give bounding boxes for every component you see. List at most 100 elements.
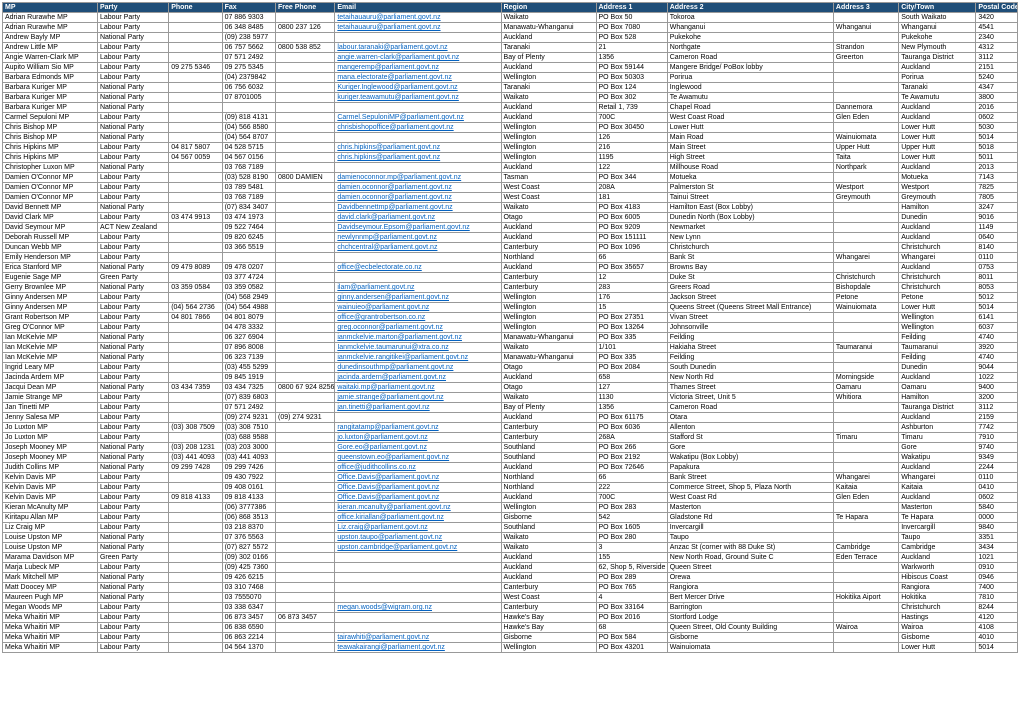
- cell: Kiritapu Allan MP: [3, 513, 98, 523]
- email-link[interactable]: kuriger.teawamutu@parliament.govt.nz: [337, 94, 459, 101]
- email-link[interactable]: Kuriger.Inglewood@parliament.govt.nz: [337, 84, 457, 91]
- cell: (03) 308 7509: [169, 423, 222, 433]
- email-link[interactable]: Davidseymour.Epsom@parliament.govt.nz: [337, 224, 469, 231]
- email-link[interactable]: jo.luxton@parliament.govt.nz: [337, 434, 427, 441]
- email-link[interactable]: damien.oconnor@parliament.govt.nz: [337, 194, 452, 201]
- email-link[interactable]: Ianmckelvie.taumarunui@xtra.co.nz: [337, 344, 448, 351]
- email-link[interactable]: teawakairangi@parliament.govt.nz: [337, 644, 445, 651]
- column-header: City/Town: [899, 3, 976, 13]
- table-row: Chris Hipkins MPLabour Party04 567 00590…: [3, 153, 1018, 163]
- cell: Main Street: [667, 143, 833, 153]
- cell: Auckland: [501, 263, 596, 273]
- table-row: Mark Mitchell MPNational Party09 426 621…: [3, 573, 1018, 583]
- table-row: Gerry Brownlee MPNational Party03 359 05…: [3, 283, 1018, 293]
- email-link[interactable]: ianmckelvie.rangitikei@parliament.govt.n…: [337, 354, 468, 361]
- cell: PO Box 7080: [596, 23, 667, 33]
- cell: Motueka: [667, 173, 833, 183]
- email-link[interactable]: tairawhiti@parliament.govt.nz: [337, 634, 429, 641]
- email-link[interactable]: ianmckelvie.marton@parliament.govt.nz: [337, 334, 462, 341]
- cell: 176: [596, 293, 667, 303]
- cell: PO Box 2016: [596, 613, 667, 623]
- email-link[interactable]: greg.oconnor@parliament.govt.nz: [337, 324, 443, 331]
- email-link[interactable]: mana.electorate@parliament.govt.nz: [337, 74, 452, 81]
- cell: 1356: [596, 403, 667, 413]
- email-link[interactable]: Office.Davis@parliament.govt.nz: [337, 494, 439, 501]
- email-link[interactable]: angie.warren-clark@parliament.govt.nz: [337, 54, 459, 61]
- email-link[interactable]: damien.oconnor@parliament.govt.nz: [337, 184, 452, 191]
- cell: Lower Hutt: [899, 153, 976, 163]
- cell: kuriger.teawamutu@parliament.govt.nz: [335, 93, 501, 103]
- email-link[interactable]: jan.tinetti@parliament.govt.nz: [337, 404, 429, 411]
- cell: Labour Party: [97, 393, 168, 403]
- email-link[interactable]: megan.woods@wigram.org.nz: [337, 604, 432, 611]
- cell: [833, 93, 898, 103]
- email-link[interactable]: dunedinsouthmp@parliament.govt.nz: [337, 364, 453, 371]
- cell: Gerry Brownlee MP: [3, 283, 98, 293]
- email-link[interactable]: upston.cambridge@parliament.govt.nz: [337, 544, 457, 551]
- email-link[interactable]: chchcentral@parliament.govt.nz: [337, 244, 437, 251]
- email-link[interactable]: queenstown.eo@parliament.govt.nz: [337, 454, 449, 461]
- cell: Dunedin: [899, 213, 976, 223]
- cell: PO Box 27351: [596, 313, 667, 323]
- cell: Kaitaia: [899, 483, 976, 493]
- email-link[interactable]: office@ecbelectorate.co.nz: [337, 264, 421, 271]
- cell: [276, 63, 335, 73]
- email-link[interactable]: Office.Davis@parliament.govt.nz: [337, 474, 439, 481]
- email-link[interactable]: rangitatamp@parliament.govt.nz: [337, 424, 438, 431]
- email-link[interactable]: Carmel.SepuloniMP@parliament.govt.nz: [337, 114, 464, 121]
- email-link[interactable]: office.kiriallan@parliament.govt.nz: [337, 514, 444, 521]
- cell: South Dunedin: [667, 363, 833, 373]
- cell: [276, 183, 335, 193]
- email-link[interactable]: jacinda.ardern@parliament.govt.nz: [337, 374, 446, 381]
- cell: labour.taranaki@parliament.govt.nz: [335, 43, 501, 53]
- email-link[interactable]: office@grantrobertson.co.nz: [337, 314, 425, 321]
- email-link[interactable]: chris.hipkins@parliament.govt.nz: [337, 154, 440, 161]
- cell: Stortford Lodge: [667, 613, 833, 623]
- email-link[interactable]: damienoconnor.mp@parliament.govt.nz: [337, 174, 461, 181]
- email-link[interactable]: tetaihauauru@parliament.govt.nz: [337, 14, 440, 21]
- cell: 0410: [976, 483, 1018, 493]
- cell: 3420: [976, 13, 1018, 23]
- cell: Taupo: [899, 533, 976, 543]
- cell: [833, 503, 898, 513]
- email-link[interactable]: ilam@parliament.govt.nz: [337, 284, 414, 291]
- cell: [169, 243, 222, 253]
- email-link[interactable]: kieran.mcanulty@parliament.govt.nz: [337, 504, 450, 511]
- email-link[interactable]: mangeremp@parliament.govt.nz: [337, 64, 439, 71]
- cell: Otara: [667, 413, 833, 423]
- email-link[interactable]: wainuieo@parliament.govt.nz: [337, 304, 429, 311]
- cell: Hamilton: [899, 393, 976, 403]
- email-link[interactable]: chrisbishopoffice@parliament.govt.nz: [337, 124, 453, 131]
- email-link[interactable]: Liz.craig@parliament.govt.nz: [337, 524, 427, 531]
- email-link[interactable]: upston.taupo@parliament.govt.nz: [337, 534, 442, 541]
- cell: 0800 237 126: [276, 23, 335, 33]
- cell: [833, 413, 898, 423]
- cell: [169, 593, 222, 603]
- cell: Labour Party: [97, 613, 168, 623]
- email-link[interactable]: waitaki.mp@parliament.govt.nz: [337, 384, 434, 391]
- email-link[interactable]: office@judithcollins.co.nz: [337, 464, 416, 471]
- cell: Matt Doocey MP: [3, 583, 98, 593]
- email-link[interactable]: ginny.andersen@parliament.govt.nz: [337, 294, 449, 301]
- email-link[interactable]: jamie.strange@parliament.govt.nz: [337, 394, 443, 401]
- cell: Wainuiomata: [833, 303, 898, 313]
- email-link[interactable]: labour.taranaki@parliament.govt.nz: [337, 44, 447, 51]
- cell: 0602: [976, 493, 1018, 503]
- cell: Wainuiomata: [667, 643, 833, 653]
- email-link[interactable]: Gore.eo@parliament.govt.nz: [337, 444, 427, 451]
- email-link[interactable]: tetaihauauru@parliament.govt.nz: [337, 24, 440, 31]
- cell: PO Box 335: [596, 353, 667, 363]
- email-link[interactable]: david.clark@parliament.govt.nz: [337, 214, 435, 221]
- cell: Pukekohe: [899, 33, 976, 43]
- cell: Damien O'Connor MP: [3, 183, 98, 193]
- email-link[interactable]: newlynnmp@parliament.govt.nz: [337, 234, 437, 241]
- email-link[interactable]: chris.hipkins@parliament.govt.nz: [337, 144, 440, 151]
- email-link[interactable]: Office.Davis@parliament.govt.nz: [337, 484, 439, 491]
- cell: 03 366 5519: [222, 243, 275, 253]
- cell: upston.taupo@parliament.govt.nz: [335, 533, 501, 543]
- cell: [276, 203, 335, 213]
- cell: National Party: [97, 103, 168, 113]
- email-link[interactable]: Davidbennettmp@parliament.govt.nz: [337, 204, 452, 211]
- cell: Te Hapara: [833, 513, 898, 523]
- cell: National Party: [97, 533, 168, 543]
